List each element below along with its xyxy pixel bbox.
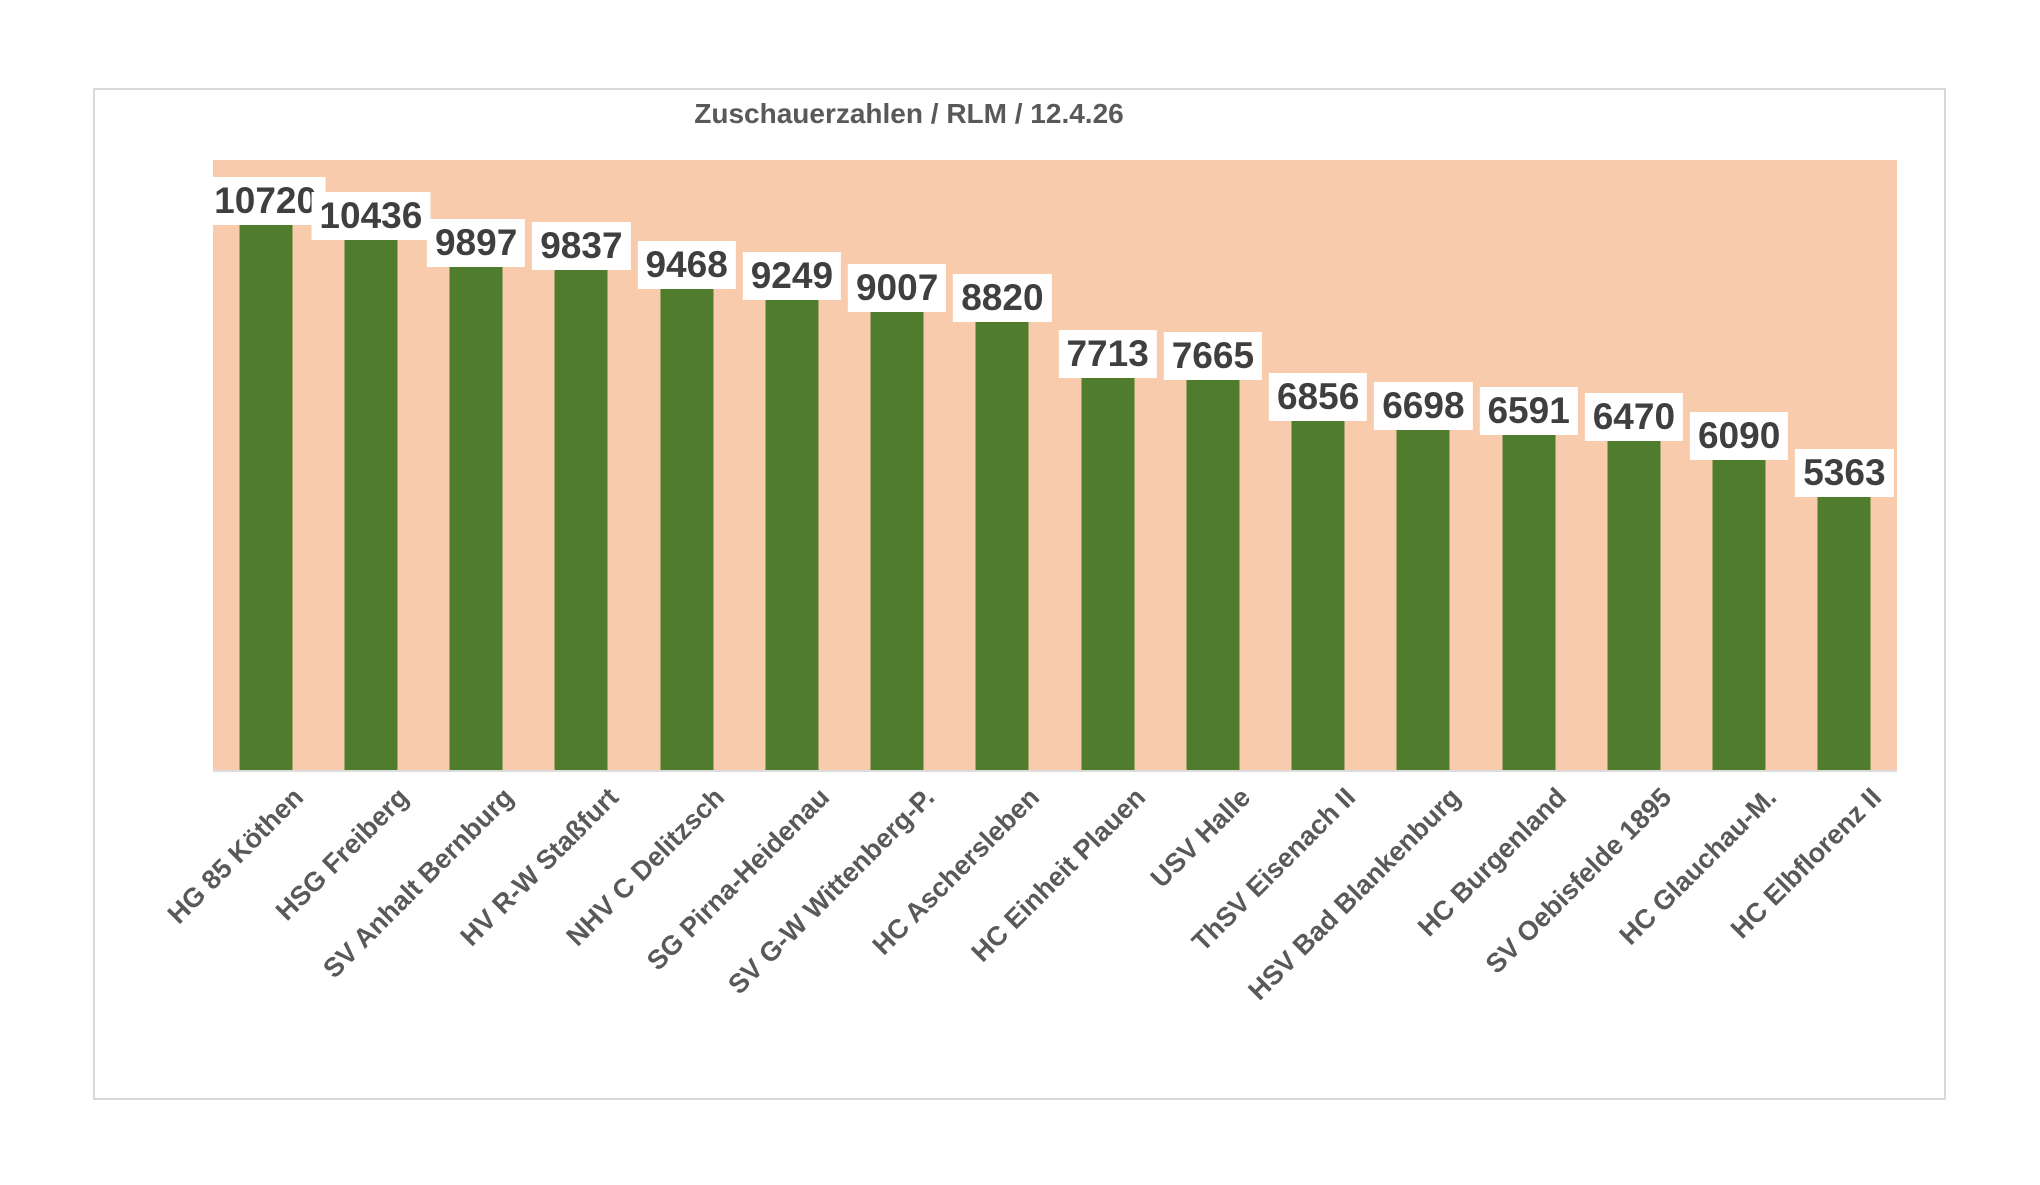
bar bbox=[344, 240, 398, 770]
bar bbox=[1081, 378, 1135, 770]
bar bbox=[1186, 380, 1240, 770]
bar-value-label: 8820 bbox=[953, 273, 1052, 322]
chart-container: Zuschauerzahlen / RLM / 12.4.26 10720 104… bbox=[93, 88, 1946, 1100]
x-axis-label: USV Halle bbox=[1144, 782, 1257, 894]
bar bbox=[449, 267, 503, 770]
bar-value-label: 9837 bbox=[532, 221, 631, 270]
bar-value-label: 6698 bbox=[1374, 381, 1473, 430]
bar-value-label: 9007 bbox=[847, 263, 947, 312]
bar-value-label: 5363 bbox=[1795, 448, 1894, 497]
bar-slot: 10436 bbox=[311, 160, 431, 770]
bar-slot: 9897 bbox=[424, 160, 529, 770]
bar-slot: 9837 bbox=[529, 160, 634, 770]
bar bbox=[1817, 497, 1871, 770]
chart-title: Zuschauerzahlen / RLM / 12.4.26 bbox=[694, 98, 1124, 129]
bar-slot: 9468 bbox=[634, 160, 739, 770]
bar bbox=[1291, 421, 1345, 770]
bar bbox=[975, 322, 1029, 770]
bar bbox=[870, 312, 924, 770]
bar bbox=[239, 225, 293, 770]
bar-slot: 10720 bbox=[206, 160, 326, 770]
x-axis-label: SV Oebisfelde 1895 bbox=[1479, 782, 1678, 980]
bar-value-label: 10436 bbox=[311, 191, 431, 240]
bar bbox=[660, 289, 714, 770]
bar bbox=[1502, 435, 1556, 770]
bar-slot: 6698 bbox=[1371, 160, 1476, 770]
bar-value-label: 6090 bbox=[1689, 411, 1789, 460]
bar-slot: 7665 bbox=[1160, 160, 1265, 770]
bar-slot: 6591 bbox=[1476, 160, 1581, 770]
bar-value-label: 10720 bbox=[206, 176, 326, 225]
bar-slot: 9249 bbox=[739, 160, 844, 770]
bar-slot: 9007 bbox=[845, 160, 950, 770]
bar bbox=[1607, 441, 1661, 770]
x-axis-label: SV G-W Wittenberg-P. bbox=[722, 782, 941, 1000]
bar-value-label: 6470 bbox=[1584, 392, 1684, 441]
bar-slot: 5363 bbox=[1792, 160, 1897, 770]
x-axis-label: HC Einheit Plauen bbox=[965, 782, 1151, 968]
bar-value-label: 9249 bbox=[742, 251, 842, 300]
bar-value-label: 6591 bbox=[1479, 386, 1578, 435]
bar-value-label: 7713 bbox=[1058, 329, 1157, 378]
x-axis-label: SV Anhalt Bernburg bbox=[317, 782, 520, 984]
x-axis-label: HSV Bad Blankenburg bbox=[1242, 782, 1467, 1006]
bar-value-label: 9468 bbox=[637, 240, 736, 289]
bar-value-label: 6856 bbox=[1268, 372, 1368, 421]
bar bbox=[1396, 430, 1450, 770]
bar-value-label: 7665 bbox=[1163, 331, 1263, 380]
plot-area: 10720 10436 9897 9837 9468 9249 9007 8820 7713 76… bbox=[206, 160, 1897, 772]
bar-slot: 6090 bbox=[1687, 160, 1792, 770]
bar-slot: 8820 bbox=[950, 160, 1055, 770]
bar-value-label: 9897 bbox=[426, 218, 526, 267]
x-axis-labels: HG 85 Köthen HSG Freiberg SV Anhalt Bernbu… bbox=[161, 782, 1897, 1092]
bar-slot: 6856 bbox=[1266, 160, 1371, 770]
bar bbox=[554, 270, 608, 770]
x-axis-label: SG Pirna-Heidenau bbox=[640, 782, 836, 977]
bar-slot: 6470 bbox=[1581, 160, 1686, 770]
bar bbox=[1712, 460, 1766, 770]
bar-slot: 7713 bbox=[1055, 160, 1160, 770]
bar bbox=[765, 300, 819, 770]
